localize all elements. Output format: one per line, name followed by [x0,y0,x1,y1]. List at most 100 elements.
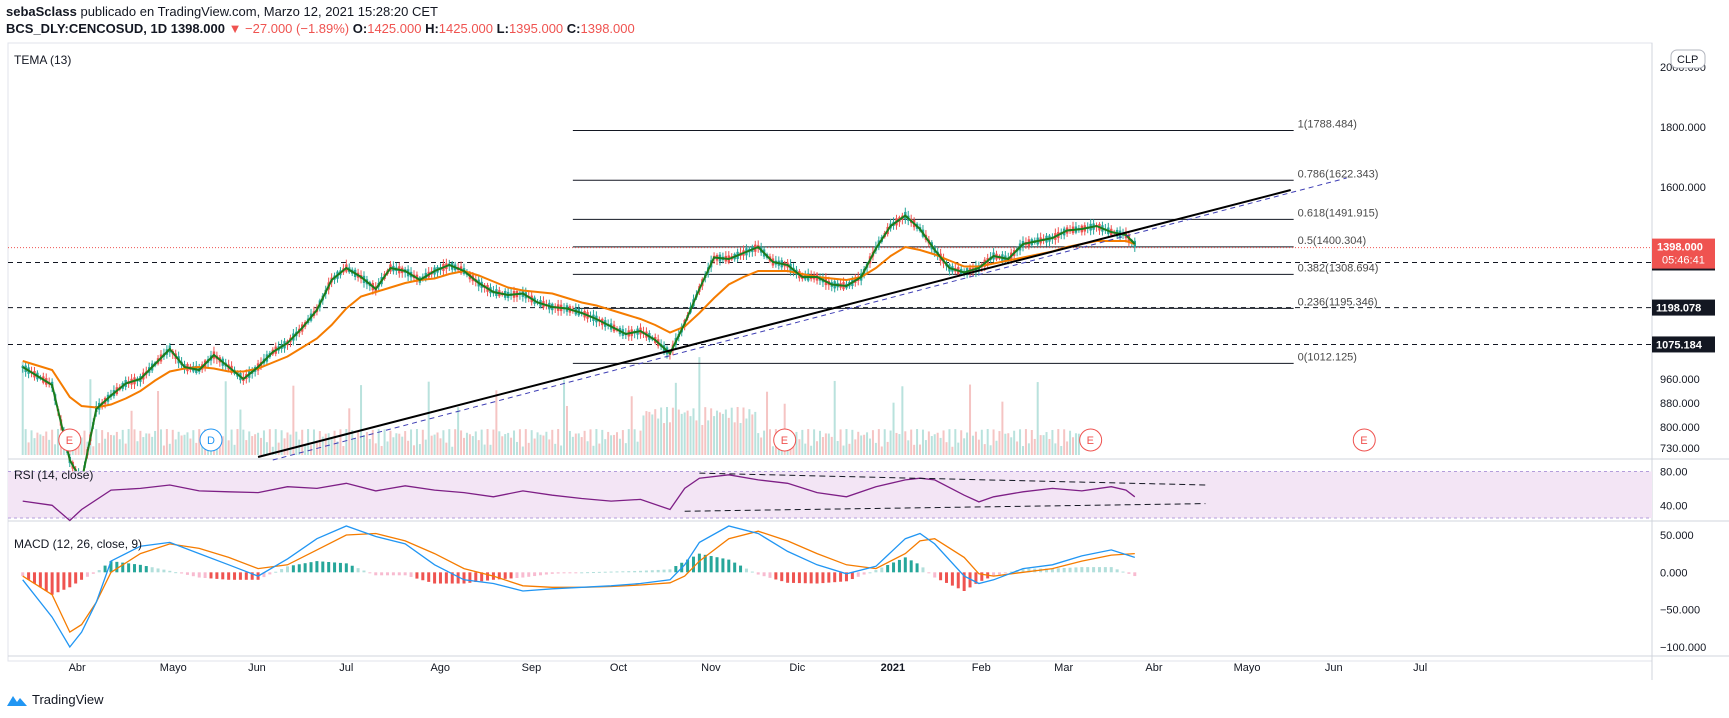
volume-bar [727,417,730,455]
macd-histogram-bar [962,572,966,591]
macd-tick-label: 50.000 [1660,530,1694,542]
tema-line [22,214,1136,484]
macd-histogram-bar [38,572,42,588]
volume-bar [604,439,607,455]
dashed-trend-line[interactable] [272,177,1347,461]
volume-bar [845,429,848,455]
macd-histogram-bar [480,572,484,582]
volume-bar [424,439,427,455]
volume-bar [936,432,939,455]
rsi-lower-trend-line[interactable] [684,503,1206,512]
volume-bar [436,432,439,455]
volume-bar [807,429,810,455]
volume-bar [418,444,421,455]
volume-bar [404,431,407,455]
macd-histogram-bar [803,572,807,584]
volume-bar [42,435,45,455]
earnings-marker[interactable]: E [1079,428,1103,452]
volume-bar [733,422,736,455]
volume-bar [830,436,833,455]
macd-histogram-bar [580,572,584,574]
volume-bar [748,409,751,455]
macd-histogram-bar [833,572,837,583]
macd-histogram-bar [309,562,313,573]
earnings-marker[interactable]: E [58,428,82,452]
volume-bar [718,412,721,455]
volume-bar [448,429,451,455]
tema-legend: TEMA (13) [14,53,71,67]
macd-histogram-bar [815,572,819,584]
volume-bar [630,396,633,455]
macd-histogram-bar [950,572,954,586]
dividend-marker[interactable]: D [199,428,223,452]
volume-bar [157,391,160,455]
event-label: D [207,435,215,447]
macd-histogram-bar [221,572,225,580]
volume-bar [274,429,277,455]
macd-histogram-bar [909,560,913,573]
tradingview-brand[interactable]: TradingView [6,692,104,707]
last-price: 1398.000 [170,21,225,36]
macd-histogram-bar [150,567,154,573]
volume-bar [621,430,624,455]
earnings-marker[interactable]: E [1352,428,1376,452]
volume-bar [398,433,401,455]
macd-histogram-bar [568,572,572,574]
solid-trend-line[interactable] [257,189,1291,458]
volume-bar [998,431,1001,455]
volume-bar [451,446,454,455]
macd-histogram-bar [32,572,36,584]
symbol-name[interactable]: BCS_DLY:CENCOSUD, 1D [6,21,168,36]
volume-bar [371,429,374,455]
author-name[interactable]: sebaSclass [6,4,77,19]
time-axis-label: Oct [610,662,627,674]
volume-bar [592,445,595,455]
currency-badge[interactable]: CLP [1670,49,1706,69]
volume-bar [351,429,354,455]
macd-histogram-bar [821,572,825,584]
volume-bar [515,441,518,455]
volume-bar [674,382,677,455]
macd-histogram-bar [56,572,60,593]
volume-bar [383,429,386,455]
volume-bar [618,438,621,455]
volume-bar [924,440,927,455]
macd-histogram-bar [50,572,54,595]
macd-histogram-bar [44,572,48,591]
volume-bar [795,431,798,455]
macd-histogram-bar [297,564,301,573]
macd-histogram-bar [527,572,531,577]
volume-bar [1045,432,1048,455]
macd-histogram-bar [444,572,448,584]
macd-histogram-bar [333,562,337,573]
volume-bar [121,429,124,455]
volume-bar [821,437,824,455]
volume-bar [939,437,942,455]
time-axis-label: Abr [1145,662,1162,674]
volume-bar [89,379,92,455]
macd-histogram-bar [144,566,148,573]
volume-bar [660,407,663,455]
macd-histogram-bar [1127,572,1131,574]
volume-bar [710,408,713,455]
volume-bar [45,431,48,455]
macd-histogram-bar [274,571,278,573]
volume-bar [754,411,757,455]
macd-histogram-bar [1097,567,1101,573]
macd-histogram-bar [639,570,643,573]
volume-bar [239,409,242,455]
macd-histogram-bar [615,571,619,573]
volume-bar [980,429,983,455]
volume-bar [1069,430,1072,455]
volume-bar [233,444,236,455]
macd-histogram-bar [121,562,125,573]
rsi-upper-trend-line[interactable] [699,472,1206,486]
volume-bar [227,440,230,455]
earnings-marker[interactable]: E [773,428,797,452]
volume-bar [1030,429,1033,455]
macd-histogram-bar [244,572,248,580]
volume-bar [465,432,468,455]
volume-bar [827,433,830,455]
macd-histogram-bar [968,572,972,588]
